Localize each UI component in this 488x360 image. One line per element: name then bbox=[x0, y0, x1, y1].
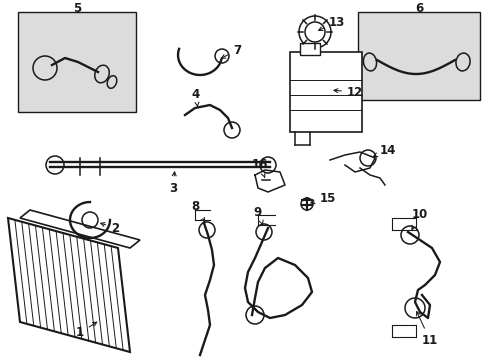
Text: 5: 5 bbox=[73, 1, 81, 14]
Bar bbox=[357, 12, 479, 100]
Text: 11: 11 bbox=[416, 311, 437, 346]
Text: 14: 14 bbox=[373, 144, 395, 157]
Text: 3: 3 bbox=[168, 172, 177, 194]
Text: 7: 7 bbox=[221, 44, 241, 58]
Bar bbox=[299, 43, 319, 55]
Polygon shape bbox=[20, 210, 140, 248]
Text: 9: 9 bbox=[253, 206, 263, 224]
Text: 8: 8 bbox=[190, 201, 204, 222]
Text: 13: 13 bbox=[318, 15, 345, 31]
Text: 12: 12 bbox=[333, 85, 363, 99]
Text: 6: 6 bbox=[414, 1, 422, 14]
Text: 2: 2 bbox=[101, 221, 119, 234]
Text: 10: 10 bbox=[411, 208, 427, 230]
Text: 4: 4 bbox=[191, 89, 200, 107]
Polygon shape bbox=[8, 218, 130, 352]
Bar bbox=[18, 12, 136, 112]
Text: 1: 1 bbox=[76, 322, 97, 339]
Text: 15: 15 bbox=[310, 192, 336, 204]
Bar bbox=[289, 52, 361, 132]
Text: 16: 16 bbox=[251, 158, 267, 177]
